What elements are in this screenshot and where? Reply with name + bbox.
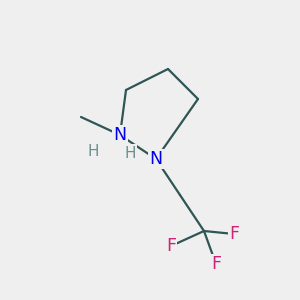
Text: N: N: [113, 126, 127, 144]
Text: F: F: [229, 225, 239, 243]
Text: F: F: [166, 237, 176, 255]
Text: H: H: [87, 144, 99, 159]
Text: H: H: [125, 146, 136, 160]
Text: N: N: [149, 150, 163, 168]
Text: F: F: [211, 255, 221, 273]
